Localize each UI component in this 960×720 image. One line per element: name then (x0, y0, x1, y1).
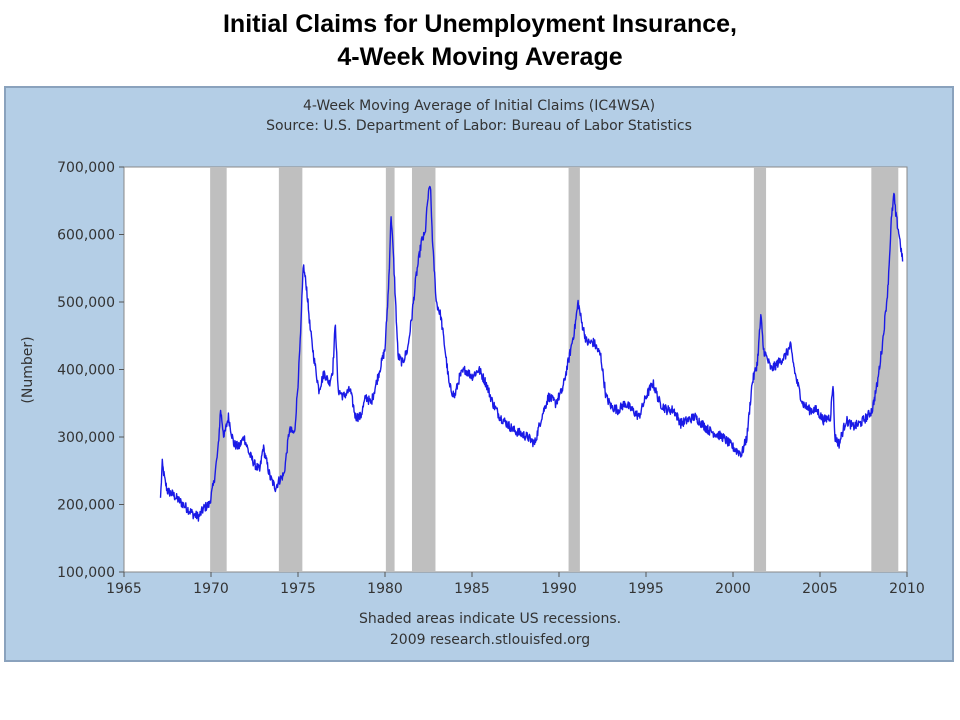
x-tick-label: 1995 (628, 581, 664, 597)
recession-band (385, 167, 395, 572)
y-tick-label: 400,000 (57, 363, 115, 379)
x-tick-label: 2010 (889, 581, 925, 597)
y-tick-label: 700,000 (57, 160, 115, 176)
axis-ticks: 1965 1970 1975 1980 1985 1990 1995 2000 2005 2010… (57, 160, 925, 597)
footnote: Shaded areas indicate US recessions. (359, 611, 621, 627)
chart-panel: 4-Week Moving Average of Initial Claims … (4, 86, 954, 662)
x-tick-label: 1970 (193, 581, 229, 597)
chart-title: 4-Week Moving Average of Initial Claims … (303, 98, 655, 114)
y-tick-label: 600,000 (57, 228, 115, 244)
recession-band (568, 167, 580, 572)
y-tick-label: 500,000 (57, 295, 115, 311)
recession-band (210, 167, 227, 572)
series-line-ic4wsa (159, 185, 904, 522)
x-tick-label: 2005 (802, 581, 838, 597)
y-tick-label: 200,000 (57, 498, 115, 514)
plot-area (123, 166, 908, 573)
recession-band (871, 167, 899, 572)
x-tick-label: 1990 (541, 581, 577, 597)
x-tick-label: 2000 (715, 581, 751, 597)
slide-title-line1: Initial Claims for Unemployment Insuranc… (222, 10, 737, 38)
y-tick-label: 300,000 (57, 430, 115, 446)
chart-subtitle: Source: U.S. Department of Labor: Bureau… (266, 118, 692, 134)
y-axis-label: (Number) (20, 336, 36, 403)
x-tick-label: 1965 (106, 581, 142, 597)
x-tick-label: 1985 (454, 581, 490, 597)
y-tick-label: 100,000 (57, 565, 115, 581)
credit: 2009 research.stlouisfed.org (390, 632, 590, 648)
x-tick-label: 1975 (280, 581, 316, 597)
series-layer (159, 185, 904, 522)
chart: 4-Week Moving Average of Initial Claims … (20, 98, 925, 648)
slide-title: Initial Claims for Unemployment Insuranc… (0, 8, 960, 74)
recession-band (753, 167, 767, 572)
x-tick-label: 1980 (367, 581, 403, 597)
slide-title-line2: 4-Week Moving Average (337, 43, 623, 71)
